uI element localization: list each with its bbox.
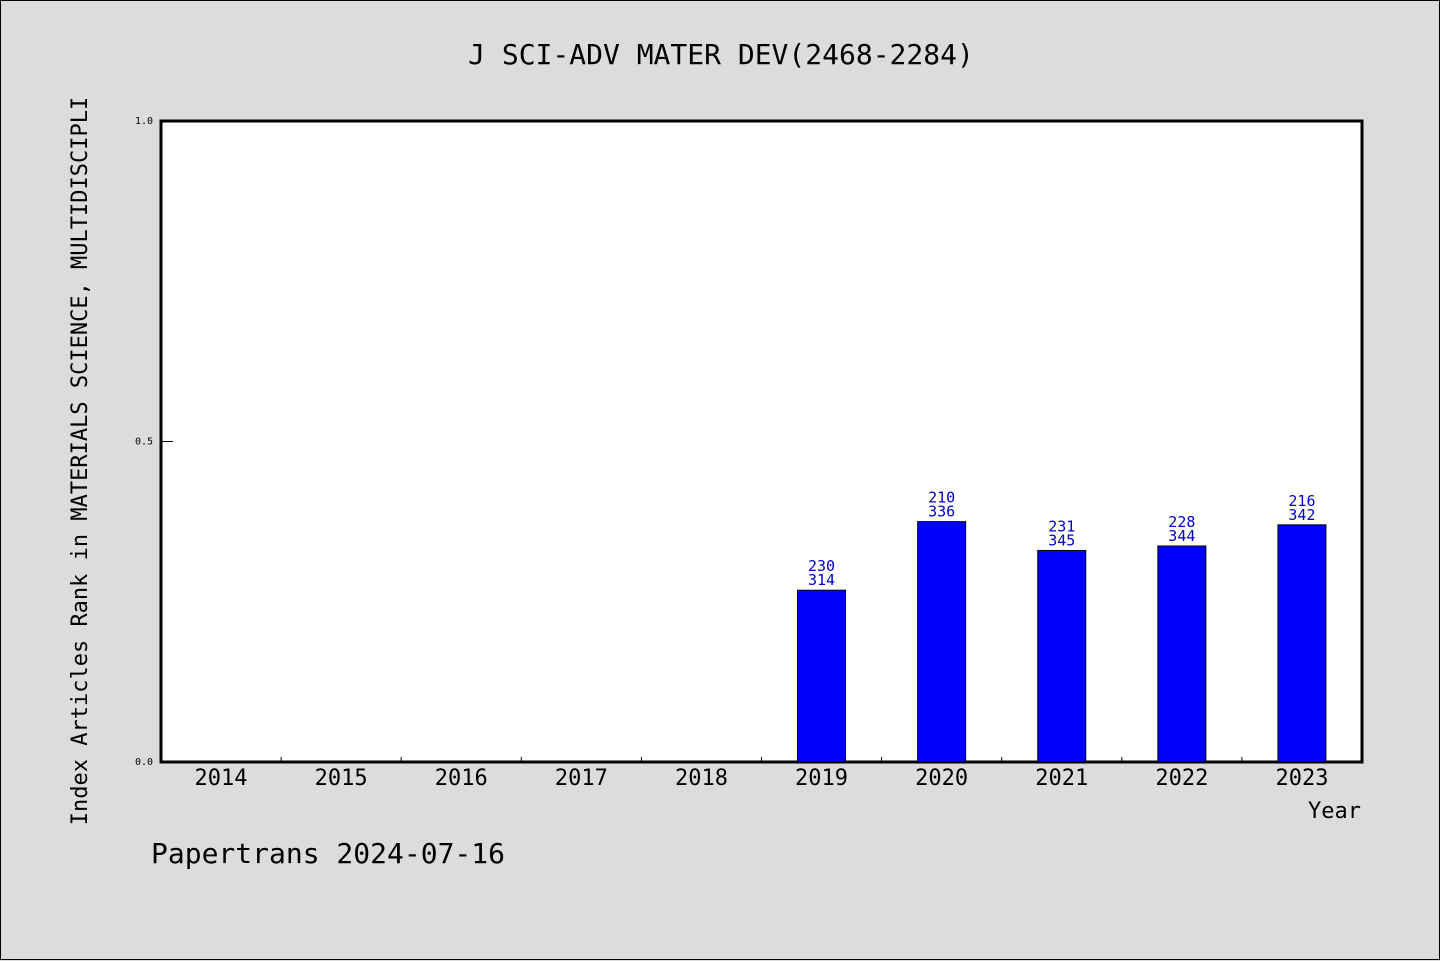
x-axis-ticks: 2014 2015 2016 2017 2018 2019 2020 2021 2022 2023 bbox=[195, 757, 1328, 791]
y-tick-label: 0.0 bbox=[135, 757, 153, 768]
bars-layer bbox=[797, 521, 1327, 763]
x-tick-label: 2022 bbox=[1155, 766, 1208, 791]
x-tick-label: 2014 bbox=[195, 766, 248, 791]
bar-label-total: 336 bbox=[928, 503, 955, 521]
bar-2021 bbox=[1037, 549, 1087, 763]
bar-2023 bbox=[1277, 524, 1327, 763]
bar-label-rank: 230 bbox=[808, 557, 835, 575]
bar-label-rank: 216 bbox=[1288, 492, 1315, 510]
bar-label-rank: 228 bbox=[1168, 513, 1195, 531]
bar-label-total: 342 bbox=[1288, 506, 1315, 524]
bar-label-total: 345 bbox=[1048, 531, 1075, 549]
x-tick-label: 2020 bbox=[915, 766, 968, 791]
x-tick-label: 2021 bbox=[1035, 766, 1088, 791]
bar-2020 bbox=[917, 521, 967, 763]
x-tick-label: 2016 bbox=[435, 766, 488, 791]
footer-credit: Papertrans 2024-07-16 bbox=[151, 837, 505, 870]
chart-title: J SCI-ADV MATER DEV(2468-2284) bbox=[468, 38, 974, 71]
bar-2022 bbox=[1157, 545, 1207, 763]
x-tick-label: 2017 bbox=[555, 766, 608, 791]
bar-label-rank: 210 bbox=[928, 489, 955, 507]
y-tick-label: 0.5 bbox=[135, 437, 153, 448]
x-axis-label: Year bbox=[1308, 799, 1361, 824]
y-axis-label: Index Articles Rank in MATERIALS SCIENCE… bbox=[68, 97, 93, 825]
bar-label-rank: 231 bbox=[1048, 517, 1075, 535]
y-axis-ticks: 0.0 0.5 1.0 bbox=[135, 116, 173, 768]
x-tick-label: 2015 bbox=[315, 766, 368, 791]
x-tick-label: 2019 bbox=[795, 766, 848, 791]
x-tick-label: 2023 bbox=[1275, 766, 1328, 791]
y-tick-label: 1.0 bbox=[135, 116, 153, 127]
bar-2019 bbox=[797, 589, 847, 763]
bar-label-total: 344 bbox=[1168, 527, 1195, 545]
x-tick-label: 2018 bbox=[675, 766, 728, 791]
bar-label-total: 314 bbox=[808, 571, 835, 589]
